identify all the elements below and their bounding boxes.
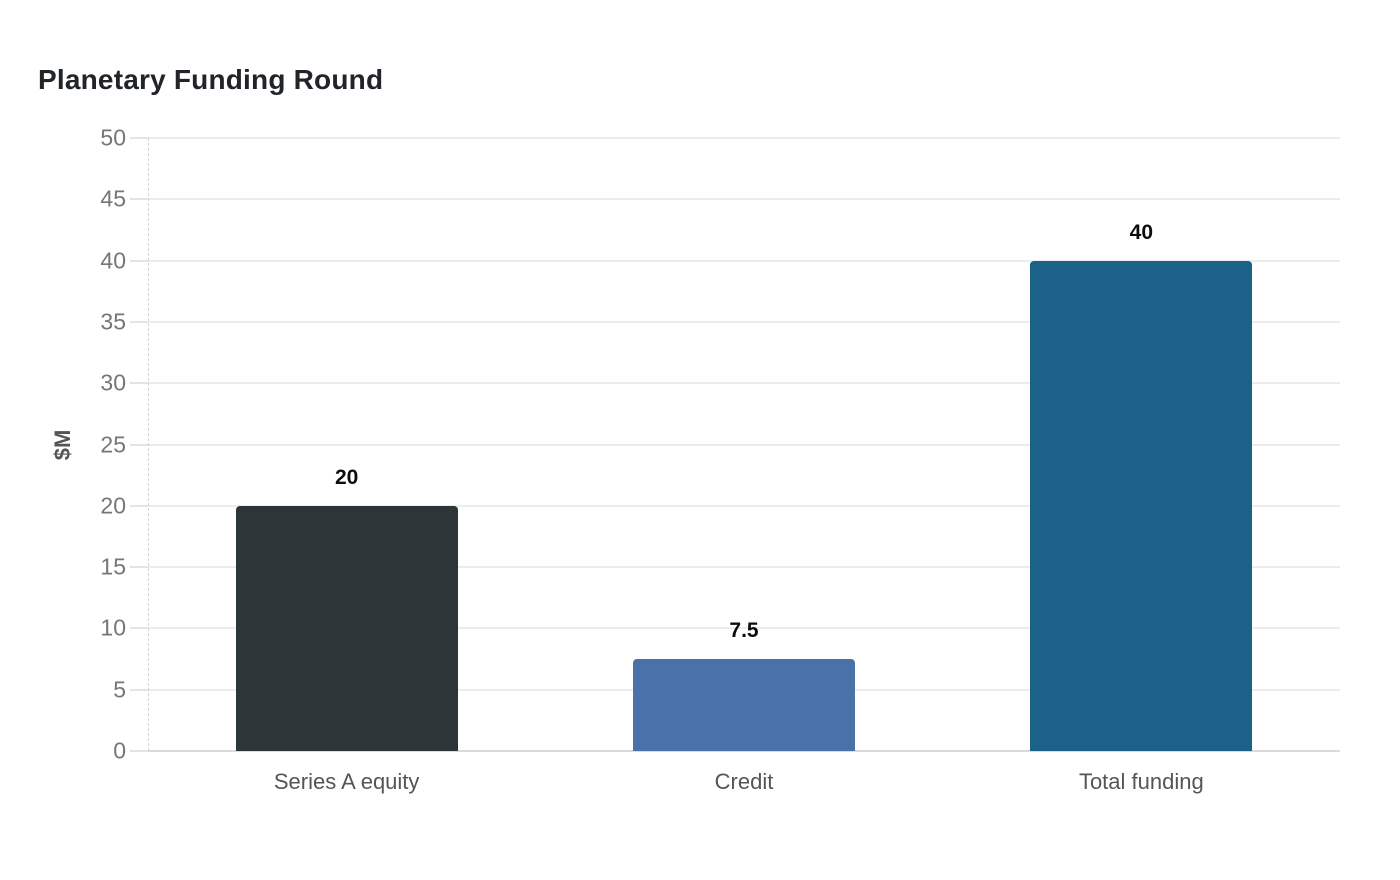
y-tick-mark-20 [130,504,148,507]
gridline-y-15 [148,566,1340,569]
y-tick-label-25: 25 [100,431,126,457]
gridline-y-50 [148,137,1340,139]
gridline-y-40 [148,259,1340,262]
gridline-y-45 [148,198,1340,201]
y-axis-title: $M [50,429,75,461]
x-category-label-credit: Credit [714,769,774,794]
y-tick-mark-30 [130,382,148,385]
y-tick-mark-50 [130,137,148,139]
gridline-y-10 [148,627,1340,630]
value-label-series-a-equity: 20 [334,465,359,489]
y-tick-mark-5 [130,688,148,691]
bar-total-funding [1030,260,1253,751]
plot-area: 0 5 10 15 20 25 30 35 40 45 50 20 Series A equity 7.5… [100,125,1340,794]
y-tick-label-35: 35 [100,308,126,335]
gridline-y-0 [148,750,1340,752]
y-tick-mark-0 [130,750,148,752]
bar-credit [633,659,855,751]
y-tick-mark-45 [130,198,148,201]
y-tick-label-30: 30 [100,369,126,396]
gridline-y-25 [148,443,1340,446]
y-tick-mark-15 [130,566,148,569]
y-tick-mark-35 [130,320,148,323]
x-category-label-total-funding: Total funding [1078,769,1204,794]
value-label-credit: 7.5 [729,619,759,643]
gridline-y-20 [148,504,1340,507]
y-tick-label-5: 5 [113,676,126,703]
gridline-y-35 [148,320,1340,323]
y-tick-label-40: 40 [100,247,126,274]
y-tick-label-0: 0 [113,737,126,764]
bar-series-a-equity [235,505,458,751]
y-tick-label-20: 20 [100,492,126,519]
y-tick-mark-25 [130,443,148,446]
y-tick-label-45: 45 [100,185,126,212]
x-category-label-series-a-equity: Series A equity [273,769,420,794]
y-tick-mark-40 [130,259,148,262]
y-tick-label-10: 10 [100,614,126,641]
y-axis-line [148,138,149,751]
value-label-total-funding: 40 [1129,220,1154,244]
y-tick-label-15: 15 [100,553,126,580]
y-tick-mark-10 [130,627,148,630]
chart-title: Planetary Funding Round [38,64,384,95]
gridline-y-30 [148,382,1340,385]
y-tick-label-50: 50 [100,124,126,151]
